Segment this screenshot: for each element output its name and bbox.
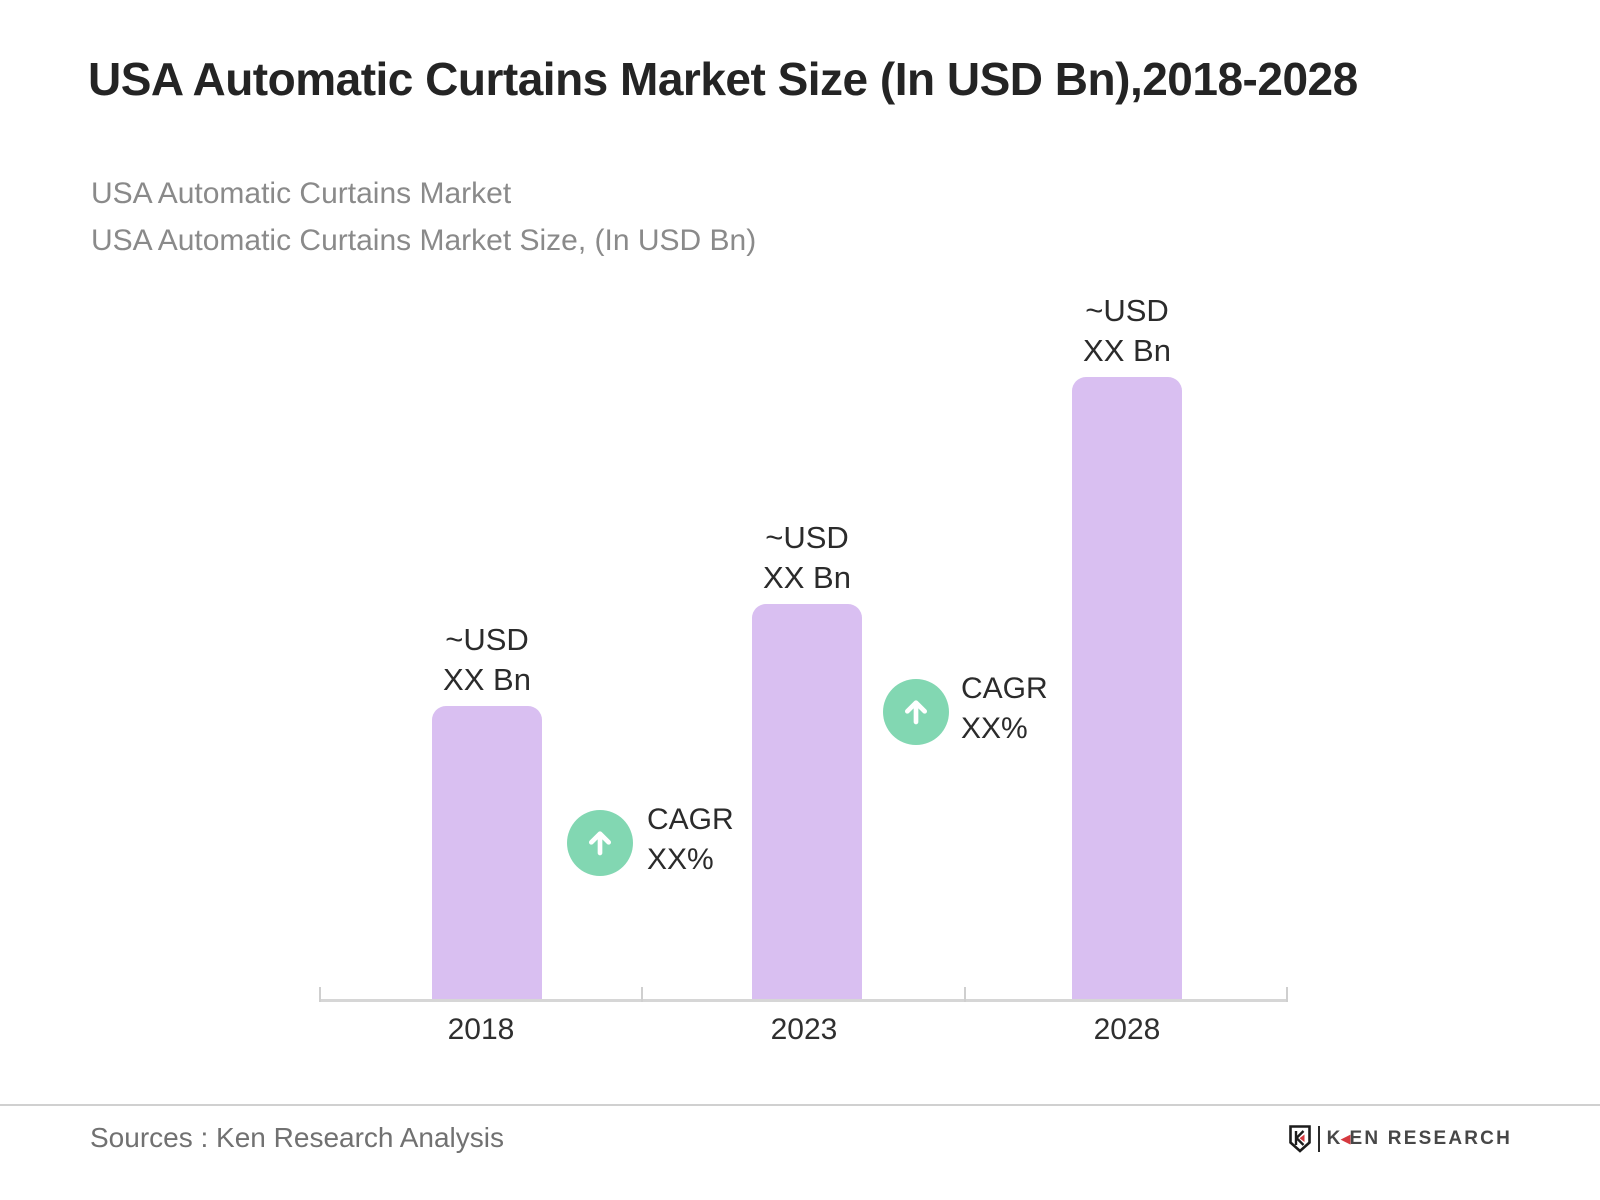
- x-axis-tick: [641, 987, 643, 1002]
- bar-2018: [432, 706, 542, 1001]
- bar-2028: [1072, 377, 1182, 1001]
- bar-value-line2: XX Bn: [763, 560, 851, 595]
- logo-wordmark: K ◀ EN RESEARCH: [1327, 1128, 1512, 1150]
- logo-red-triangle-icon: ◀: [1340, 1131, 1351, 1146]
- bar-value-line1: ~USD: [1085, 293, 1169, 328]
- x-axis-label-2018: 2018: [447, 1013, 515, 1046]
- sources-text: Sources : Ken Research Analysis: [90, 1122, 504, 1153]
- up-arrow-icon: [905, 700, 927, 725]
- ken-research-logo: K ◀ EN RESEARCH: [1288, 1124, 1512, 1154]
- x-axis-tick: [1286, 987, 1288, 1002]
- cagr-label-2: CAGR XX%: [961, 669, 1048, 749]
- x-axis-label-2028: 2028: [1093, 1013, 1161, 1046]
- up-arrow-circle-icon: [567, 810, 633, 876]
- chart-subtitle: USA Automatic Curtains Market USA Automa…: [91, 170, 756, 264]
- bar-2023: [752, 604, 862, 1001]
- cagr-label-1: CAGR XX%: [647, 800, 734, 880]
- logo-wordmark-rest: EN RESEARCH: [1349, 1128, 1512, 1149]
- bar-value-label-2023: ~USD XX Bn: [697, 518, 917, 598]
- cagr-label-line1: CAGR: [961, 672, 1048, 705]
- page-title: USA Automatic Curtains Market Size (In U…: [88, 53, 1358, 105]
- bar-value-label-2018: ~USD XX Bn: [377, 620, 597, 700]
- logo-badge-red-triangle: [1299, 1134, 1305, 1142]
- x-axis-line: [320, 999, 1288, 1002]
- x-axis-tick: [964, 987, 966, 1002]
- bar-value-line2: XX Bn: [443, 662, 531, 697]
- subtitle-line-1: USA Automatic Curtains Market: [91, 177, 512, 210]
- logo-shield-icon: [1288, 1125, 1311, 1153]
- cagr-label-line1: CAGR: [647, 803, 734, 836]
- footer-divider: [0, 1104, 1600, 1106]
- x-axis-label-2023: 2023: [770, 1013, 838, 1046]
- cagr-label-line2: XX%: [961, 712, 1028, 745]
- up-arrow-circle-icon: [883, 679, 949, 745]
- logo-separator: [1317, 1126, 1320, 1152]
- subtitle-line-2: USA Automatic Curtains Market Size, (In …: [91, 224, 757, 257]
- x-axis-tick: [319, 987, 321, 1002]
- logo-wordmark-k: K: [1326, 1128, 1343, 1149]
- bar-value-label-2028: ~USD XX Bn: [1017, 291, 1237, 371]
- bar-value-line1: ~USD: [445, 622, 529, 657]
- cagr-label-line2: XX%: [647, 843, 714, 876]
- bar-value-line2: XX Bn: [1083, 333, 1171, 368]
- bar-value-line1: ~USD: [765, 520, 849, 555]
- up-arrow-icon: [589, 831, 611, 856]
